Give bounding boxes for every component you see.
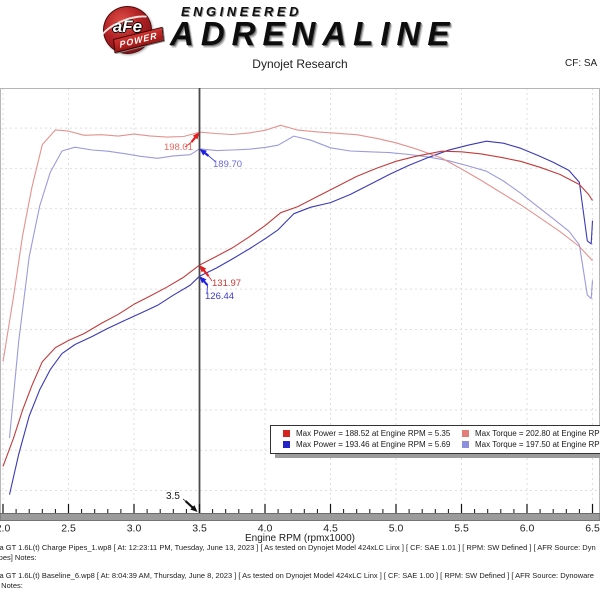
legend-row: Max Power = 188.52 at Engine RPM = 5.35 …	[283, 428, 600, 439]
run2-info-line: ra GT 1.6L(t) Baseline_6.wp8 [ At: 8:04:…	[0, 571, 594, 580]
run2-notes-line: ] Notes:	[0, 581, 23, 590]
svg-text:4.5: 4.5	[323, 523, 338, 535]
svg-text:6.5: 6.5	[585, 523, 600, 535]
adrenaline-wordmark: ADRENALINE	[170, 14, 457, 53]
svg-text:5.5: 5.5	[454, 523, 469, 535]
cursor-rpm-label: 3.5	[166, 491, 180, 502]
svg-text:3.5: 3.5	[192, 523, 207, 535]
cursor-readout-power-baseline: 126.44	[205, 291, 235, 302]
svg-text:6.0: 6.0	[520, 523, 535, 535]
legend-swatch-power-baseline	[283, 441, 290, 448]
x-axis-title: Engine RPM (rpmx1000)	[244, 533, 356, 544]
legend-label-torque-chargepipes: Max Torque = 202.80 at Engine RPM	[475, 429, 600, 438]
svg-text:2.0: 2.0	[0, 523, 10, 535]
cursor-readout-torque-chargepipes: 198.01	[163, 142, 193, 153]
svg-text:3.0: 3.0	[127, 523, 142, 535]
svg-text:2.5: 2.5	[61, 523, 76, 535]
svg-text:5.0: 5.0	[389, 523, 404, 535]
legend-label-torque-baseline: Max Torque = 197.50 at Engine RPM	[475, 440, 600, 449]
correction-factor-label: CF: SA	[565, 58, 598, 69]
page-title: Dynojet Research	[252, 57, 348, 71]
legend-swatch-torque-chargepipes	[462, 430, 469, 437]
cursor-readout-power-chargepipes: 131.97	[212, 278, 242, 289]
svg-text:4.0: 4.0	[258, 523, 273, 535]
engineered-wordmark: ENGINEERED	[181, 4, 302, 19]
legend-row: Max Power = 193.46 at Engine RPM = 5.69 …	[283, 439, 600, 450]
rpm-cursor-line[interactable]	[195, 88, 204, 514]
run1-info-line: ra GT 1.6L(t) Charge Pipes_1.wp8 [ At: 1…	[0, 543, 596, 552]
dyno-chart-canvas: 2.0 2.5 3.0 3.5 4.0 4.5 5.0 5.5 6.0 6.5	[0, 88, 600, 535]
legend-box[interactable]: Max Power = 188.52 at Engine RPM = 5.35 …	[270, 425, 600, 454]
cursor-readout-torque-baseline: 189.70	[213, 159, 243, 170]
legend-swatch-torque-baseline	[462, 441, 469, 448]
legend-label-power-baseline: Max Power = 193.46 at Engine RPM = 5.69	[296, 440, 451, 449]
run1-notes-line: ipes] Notes:	[0, 553, 37, 562]
legend-swatch-power-chargepipes	[283, 430, 290, 437]
legend-label-power-chargepipes: Max Power = 188.52 at Engine RPM = 5.35	[296, 429, 451, 438]
